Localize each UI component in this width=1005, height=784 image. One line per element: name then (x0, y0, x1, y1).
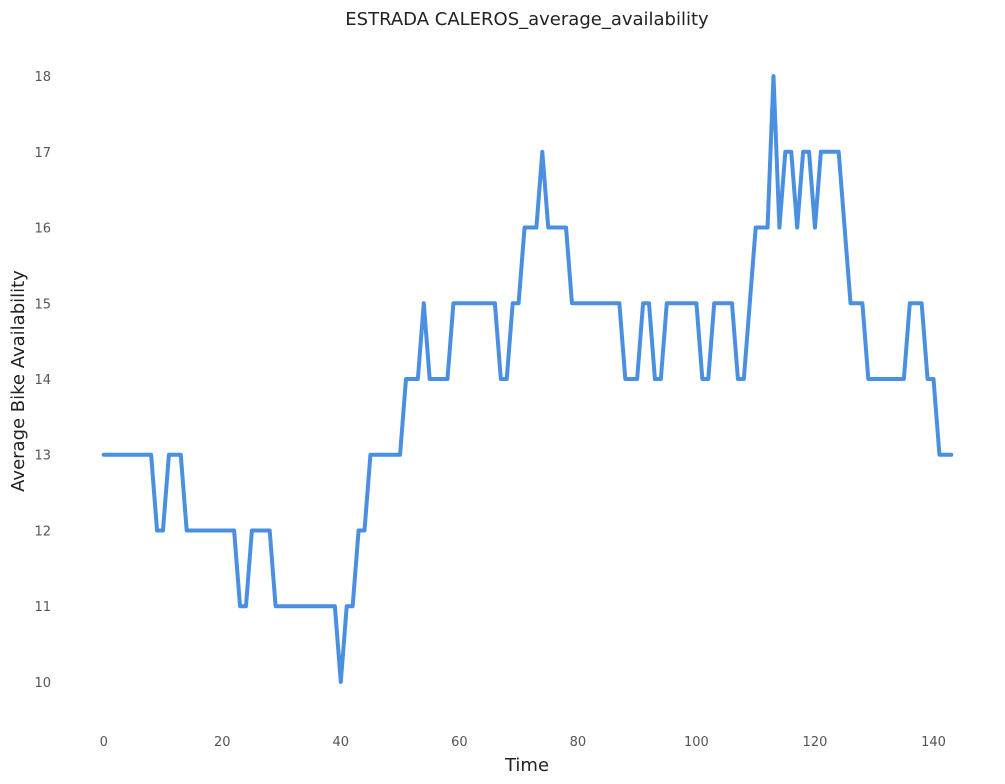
series-line (101, 74, 954, 684)
series-layer (101, 74, 954, 684)
x-tick-label: 0 (100, 735, 108, 750)
y-axis-label: Average Bike Availability (8, 270, 29, 492)
y-tick-label: 11 (34, 600, 51, 615)
y-tick-label: 12 (34, 524, 51, 539)
y-tick-label: 16 (34, 222, 51, 237)
x-tick-label: 120 (803, 735, 828, 750)
chart-title: ESTRADA CALEROS_average_availability (345, 9, 709, 30)
y-tick-label: 15 (34, 297, 51, 312)
x-tick-label: 20 (214, 735, 231, 750)
x-tick-label: 140 (921, 735, 946, 750)
y-tick-label: 17 (34, 146, 51, 161)
y-tick-label: 18 (34, 70, 51, 85)
x-axis-label: Time (504, 755, 549, 776)
x-tick-label: 40 (333, 735, 350, 750)
x-tick-label: 60 (451, 735, 468, 750)
y-tick-label: 10 (34, 676, 51, 691)
x-axis-ticks: 0 20 40 60 80 100 120 140 (100, 735, 946, 750)
y-tick-label: 13 (34, 449, 51, 464)
x-tick-label: 100 (684, 735, 709, 750)
x-tick-label: 80 (570, 735, 587, 750)
y-tick-label: 14 (34, 373, 51, 388)
y-axis-ticks: 10 11 12 13 14 15 16 17 18 (34, 70, 51, 691)
